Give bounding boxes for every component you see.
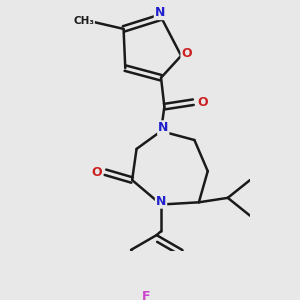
Text: N: N: [156, 195, 166, 208]
Text: O: O: [197, 96, 208, 109]
Text: N: N: [155, 6, 165, 19]
Text: CH₃: CH₃: [73, 16, 94, 26]
Text: O: O: [182, 47, 192, 60]
Text: O: O: [91, 166, 102, 179]
Text: F: F: [142, 290, 151, 300]
Text: N: N: [158, 121, 168, 134]
